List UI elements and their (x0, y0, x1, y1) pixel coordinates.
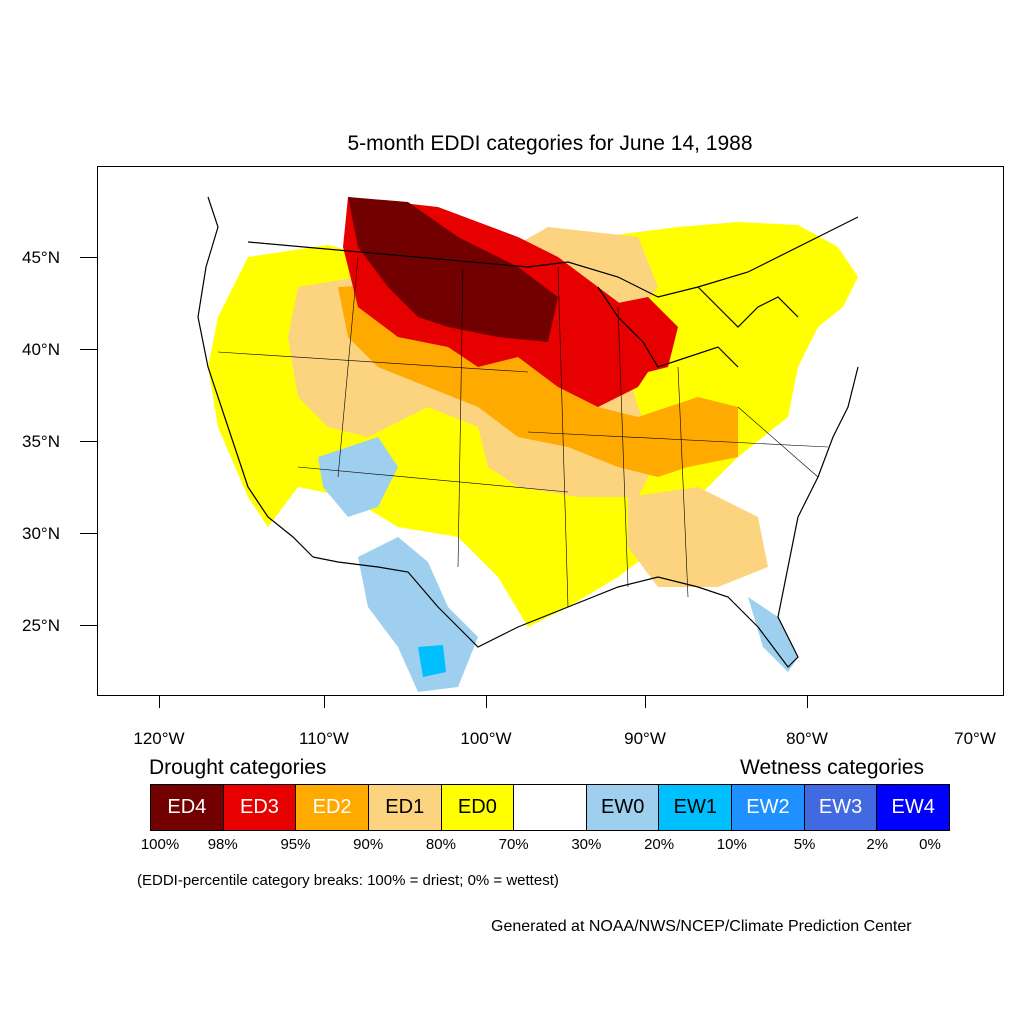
legend-break-label: 100% (140, 836, 180, 853)
legend-break-label: 90% (353, 836, 384, 853)
lon-tick-120 (159, 696, 160, 708)
lat-tick-35 (80, 441, 97, 442)
map-title: 5-month EDDI categories for June 14, 198… (347, 132, 753, 155)
lat-tick-30 (80, 533, 97, 534)
legend-break-label: 70% (498, 836, 529, 853)
lat-tick-45 (80, 257, 97, 258)
legend-break-label: 0% (919, 836, 941, 853)
lat-tick-40 (80, 349, 97, 350)
ed1-region-south (628, 487, 768, 587)
legend-cell-ew0: EW0 (586, 785, 660, 830)
lon-label-120: 120°W (133, 729, 185, 748)
lon-tick-90 (645, 696, 646, 708)
ew0-region-southwest (358, 537, 478, 692)
legend-break-label: 80% (425, 836, 456, 853)
legend-cell-ew3: EW3 (804, 785, 878, 830)
breaks-note: (EDDI-percentile category breaks: 100% =… (137, 872, 559, 889)
lon-tick-80 (807, 696, 808, 708)
legend-break-label: 95% (280, 836, 311, 853)
lat-label-30: 30°N (22, 524, 60, 543)
legend-break-label: 30% (571, 836, 602, 853)
ed4-region (348, 197, 558, 342)
wetness-heading: Wetness categories (740, 756, 925, 779)
coastline (197, 196, 859, 668)
ew0-region-florida (748, 597, 798, 672)
legend-cell-ed1: ED1 (368, 785, 442, 830)
lat-label-25: 25°N (22, 616, 60, 635)
lat-label-45: 45°N (22, 248, 60, 267)
lon-tick-100 (486, 696, 487, 708)
lon-label-110: 110°W (299, 729, 349, 748)
legend-cell-ed0: ED0 (441, 785, 515, 830)
legend-cell-ed3: ED3 (223, 785, 297, 830)
legend-break-label: 5% (793, 836, 816, 853)
lat-label-35: 35°N (22, 432, 60, 451)
legend-break-label: 10% (716, 836, 747, 853)
legend-break-label: 2% (866, 836, 889, 853)
lon-label-90: 90°W (624, 729, 666, 748)
drought-heading: Drought categories (149, 756, 327, 779)
legend-cell-ed2: ED2 (296, 785, 369, 830)
legend-cell-ew1: EW1 (659, 785, 733, 830)
ew1-region (418, 645, 446, 677)
legend-cell-ew2: EW2 (732, 785, 805, 830)
state-borders (217, 256, 829, 608)
legend-break-label: 20% (644, 836, 675, 853)
ew0-region-colorado (318, 437, 398, 517)
legend-break-label: 98% (207, 836, 238, 853)
lon-tick-110 (324, 696, 325, 708)
lon-label-70: 70°W (954, 729, 996, 748)
lat-tick-25 (80, 625, 97, 626)
lat-label-40: 40°N (22, 340, 60, 359)
legend-cell-ew4: EW4 (877, 785, 950, 830)
lon-label-80: 80°W (786, 729, 828, 748)
map-frame (97, 166, 1004, 696)
credit-text: Generated at NOAA/NWS/NCEP/Climate Predi… (491, 918, 912, 935)
legend-cell-neutral (514, 785, 587, 830)
eddi-map (197, 196, 859, 692)
legend-cell-ed4: ED4 (151, 785, 224, 830)
category-legend: ED4 ED3 ED2 ED1 ED0 EW0 EW1 EW2 EW3 EW4 (150, 784, 950, 831)
lon-label-100: 100°W (460, 729, 512, 748)
